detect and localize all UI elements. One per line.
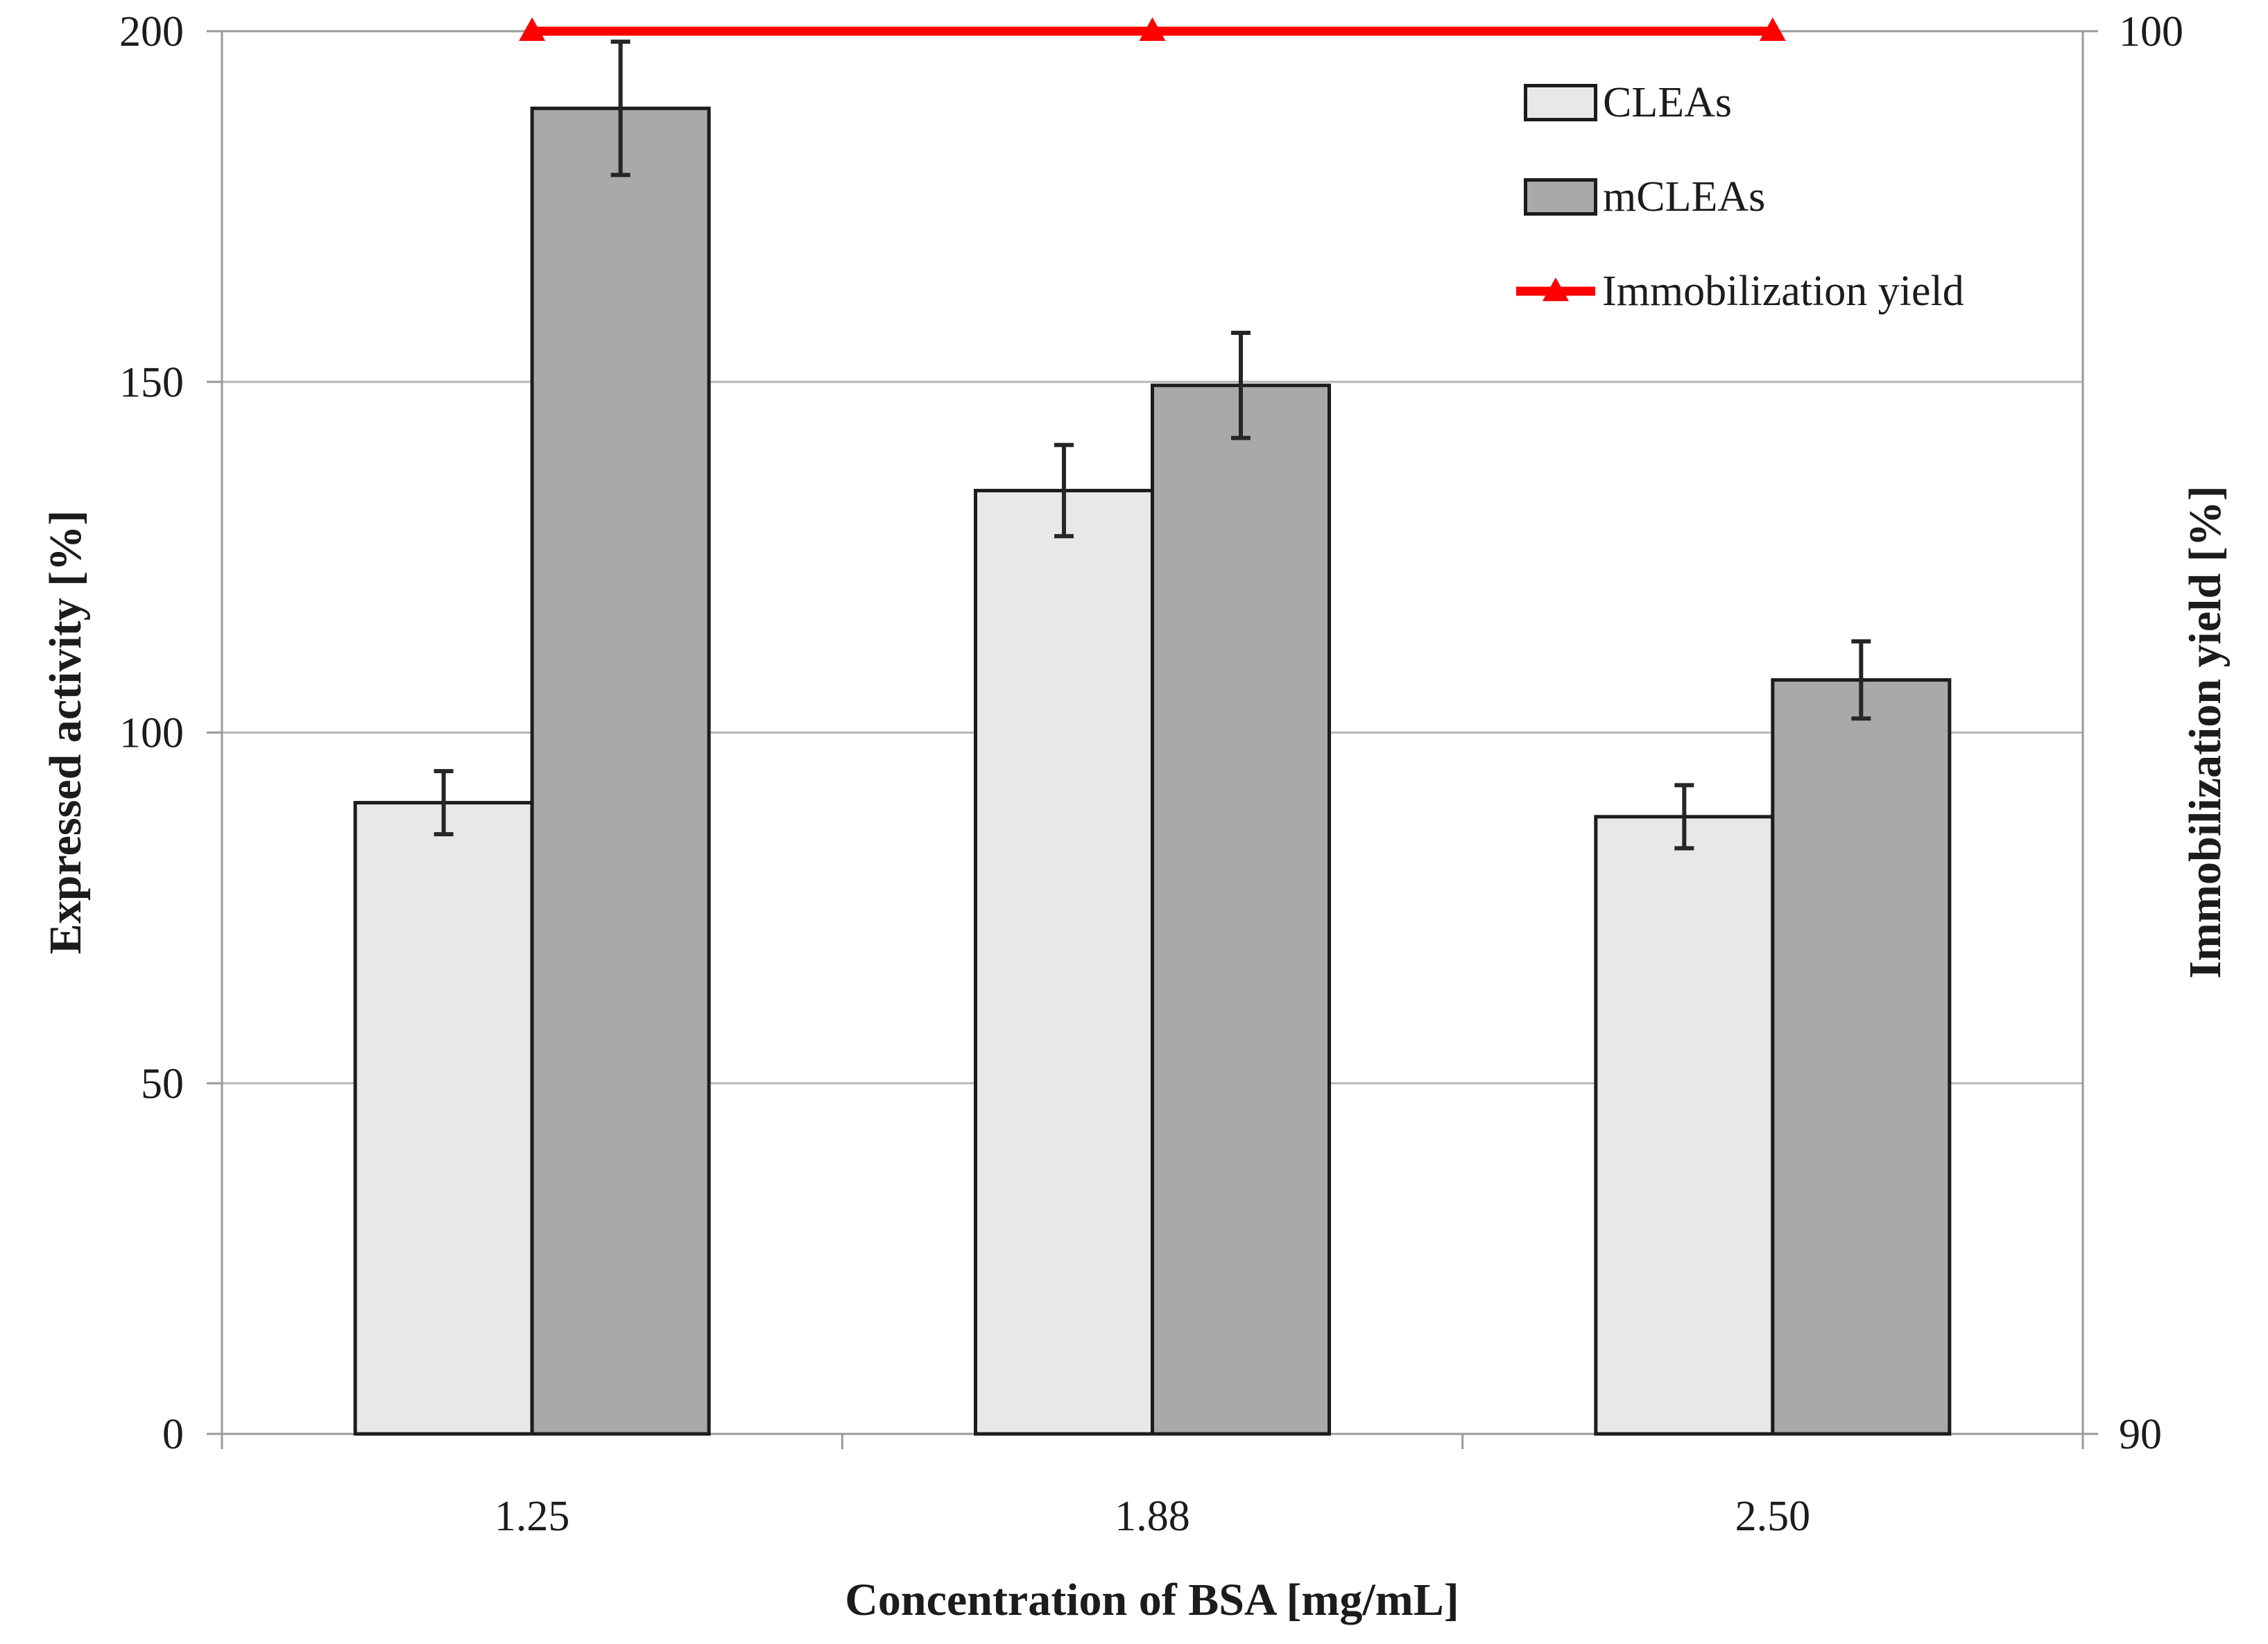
x-tick-label-1.25: 1.25 bbox=[495, 1493, 570, 1540]
left-axis-title: Expressed activity [%] bbox=[40, 510, 91, 955]
left-tick-label-50: 50 bbox=[141, 1060, 184, 1107]
left-tick-label-200: 200 bbox=[119, 8, 184, 55]
triangle-marker-2.50 bbox=[1759, 17, 1786, 41]
right-axis-title: Immobilization yield [%] bbox=[2180, 485, 2231, 979]
left-tick-label-0: 0 bbox=[162, 1411, 184, 1458]
left-tick-label-100: 100 bbox=[119, 710, 184, 757]
x-axis-title: Concentration of BSA [mg/mL] bbox=[845, 1575, 1459, 1625]
right-tick-label-100: 100 bbox=[2119, 8, 2183, 55]
bar-CLEAs-1.25 bbox=[353, 801, 534, 1436]
left-tick-label-150: 150 bbox=[119, 359, 184, 406]
bar-CLEAs-1.88 bbox=[974, 489, 1154, 1436]
x-tick-label-2.50: 2.50 bbox=[1735, 1493, 1811, 1540]
bar-mCLEAs-1.25 bbox=[530, 106, 711, 1436]
triangle-marker-1.25 bbox=[519, 17, 546, 41]
triangle-marker-1.88 bbox=[1139, 17, 1166, 41]
bar-mCLEAs-2.50 bbox=[1771, 678, 1952, 1436]
bar-CLEAs-2.50 bbox=[1594, 815, 1775, 1436]
bar-mCLEAs-1.88 bbox=[1151, 383, 1331, 1436]
x-tick-label-1.88: 1.88 bbox=[1115, 1493, 1190, 1540]
right-tick-label-90: 90 bbox=[2119, 1411, 2162, 1458]
